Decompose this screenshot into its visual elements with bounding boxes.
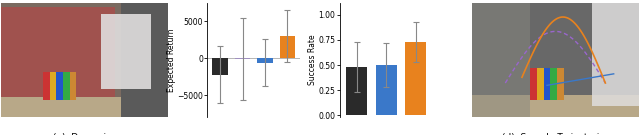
Bar (63, 72, 70, 100)
Bar (543, 68, 550, 100)
Bar (550, 68, 557, 100)
Bar (235, 58, 250, 59)
Bar (537, 68, 543, 100)
Bar (472, 94, 639, 117)
Bar (1, 7, 115, 108)
Bar (346, 67, 367, 115)
Bar (376, 65, 397, 115)
Bar (531, 68, 537, 100)
Bar (405, 42, 426, 115)
Bar (70, 72, 76, 100)
Bar (1, 97, 168, 117)
Bar (101, 14, 152, 89)
Y-axis label: Expected Return: Expected Return (166, 28, 175, 92)
Bar (56, 72, 63, 100)
Bar (122, 3, 168, 117)
Bar (212, 58, 228, 75)
Text: (d)  Sample Trajectories: (d) Sample Trajectories (502, 133, 609, 135)
Bar (592, 3, 639, 106)
Bar (472, 3, 531, 117)
Text: (a)  Dynamics: (a) Dynamics (53, 133, 116, 135)
Bar (50, 72, 56, 100)
Bar (43, 72, 50, 100)
Bar (257, 58, 273, 63)
Bar (557, 68, 564, 100)
Y-axis label: Success Rate: Success Rate (308, 35, 317, 85)
Bar (280, 36, 295, 58)
